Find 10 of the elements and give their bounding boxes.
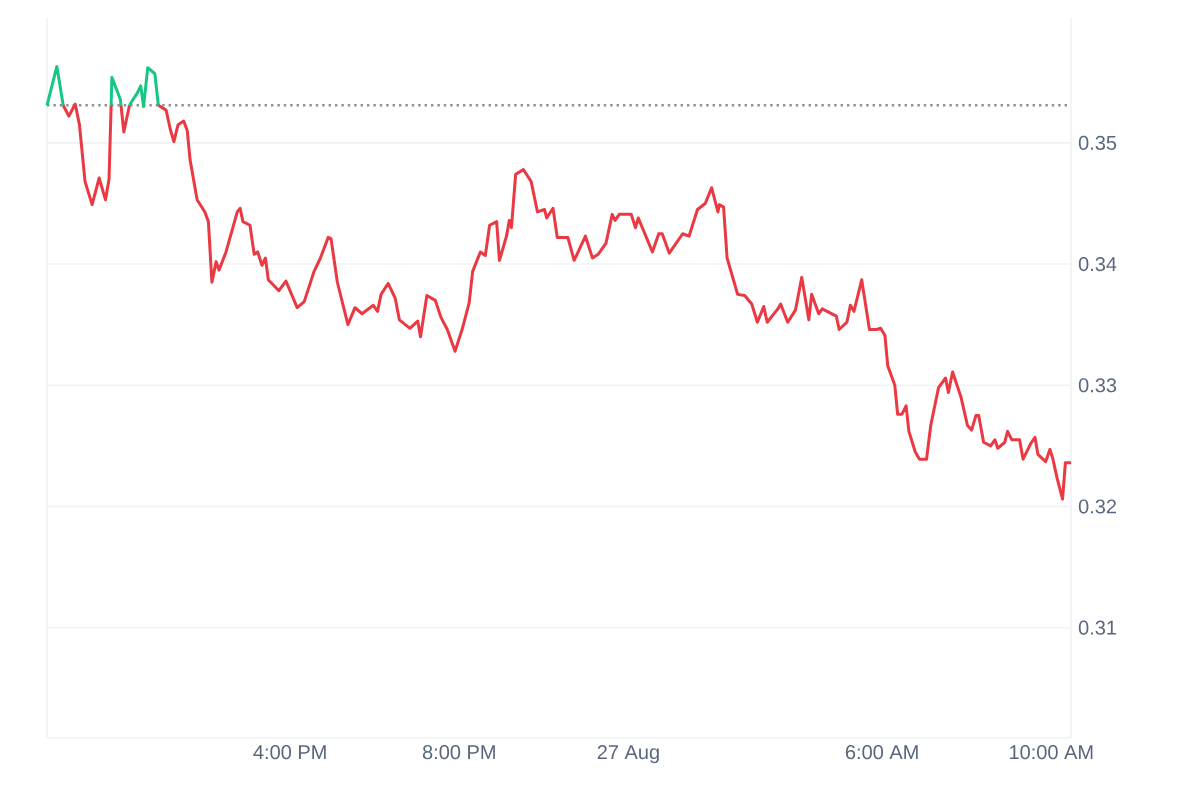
y-tick-label: 0.32 [1078,499,1116,514]
x-tick-label: 4:00 PM [253,745,326,760]
x-tick-label: 6:00 AM [845,745,918,760]
y-tick-label: 0.34 [1078,256,1117,272]
x-tick-label: 8:00 PM [422,745,495,760]
y-tick-label: 0.33 [1078,378,1117,393]
y-tick-label: 0.35 [1078,135,1117,150]
y-tick-label: 0.31 [1078,620,1117,635]
x-tick-label: 27 Aug [597,745,659,764]
x-tick-label: 10:00 AM [1010,745,1093,760]
